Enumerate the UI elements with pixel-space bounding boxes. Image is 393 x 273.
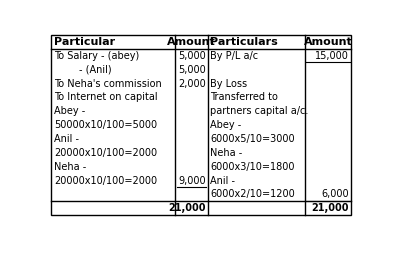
Text: 9,000: 9,000 [178, 176, 206, 186]
Text: 20000x10/100=2000: 20000x10/100=2000 [54, 148, 157, 158]
Text: Particular: Particular [54, 37, 115, 47]
Text: - (Anil): - (Anil) [54, 65, 111, 75]
Text: 50000x10/100=5000: 50000x10/100=5000 [54, 120, 157, 130]
Text: 21,000: 21,000 [168, 203, 206, 213]
Text: partners capital a/c.: partners capital a/c. [210, 106, 309, 116]
Text: 5,000: 5,000 [178, 51, 206, 61]
Text: Neha -: Neha - [54, 162, 86, 172]
Text: 6,000: 6,000 [321, 189, 349, 200]
Text: Abey -: Abey - [54, 106, 85, 116]
Text: Anil -: Anil - [210, 176, 235, 186]
Text: 20000x10/100=2000: 20000x10/100=2000 [54, 176, 157, 186]
Text: By P/L a/c: By P/L a/c [210, 51, 259, 61]
Text: 15,000: 15,000 [315, 51, 349, 61]
Text: Transferred to: Transferred to [210, 93, 278, 102]
Bar [51, 35, 351, 215]
Text: Amount: Amount [167, 37, 216, 47]
Text: Abey -: Abey - [210, 120, 242, 130]
Text: To Salary - (abey): To Salary - (abey) [54, 51, 139, 61]
Text: Anil -: Anil - [54, 134, 79, 144]
Text: By Loss: By Loss [210, 79, 248, 88]
Text: 6000x2/10=1200: 6000x2/10=1200 [210, 189, 295, 200]
Text: 5,000: 5,000 [178, 65, 206, 75]
Text: Amount: Amount [304, 37, 353, 47]
Text: 21,000: 21,000 [312, 203, 349, 213]
Text: To Neha's commission: To Neha's commission [54, 79, 162, 88]
Text: Neha -: Neha - [210, 148, 242, 158]
Text: 6000x3/10=1800: 6000x3/10=1800 [210, 162, 295, 172]
Text: 6000x5/10=3000: 6000x5/10=3000 [210, 134, 295, 144]
Text: Particulars: Particulars [210, 37, 278, 47]
Text: 2,000: 2,000 [178, 79, 206, 88]
Text: To Internet on capital: To Internet on capital [54, 93, 158, 102]
